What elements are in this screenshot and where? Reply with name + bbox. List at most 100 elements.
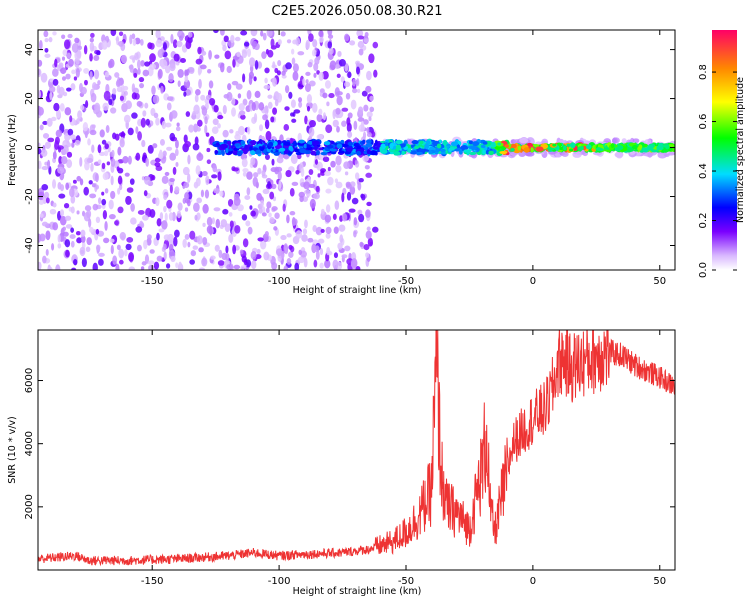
heat-cell bbox=[230, 34, 235, 44]
heat-cell bbox=[89, 37, 94, 43]
heat-cell bbox=[180, 57, 186, 63]
heat-cell bbox=[281, 70, 286, 76]
heat-cell bbox=[357, 40, 365, 49]
heat-cell bbox=[187, 31, 193, 38]
heat-cell bbox=[320, 228, 325, 234]
heat-cell bbox=[311, 49, 317, 57]
heat-cell bbox=[389, 142, 395, 149]
heat-cell bbox=[105, 125, 110, 134]
heat-cell bbox=[145, 118, 150, 126]
heat-cell bbox=[241, 214, 248, 221]
heat-cell bbox=[88, 218, 92, 228]
heat-cell bbox=[197, 66, 202, 76]
x-tick-label: 0 bbox=[530, 576, 536, 587]
heat-cell bbox=[318, 71, 324, 81]
heat-cell bbox=[140, 39, 144, 46]
heat-cell bbox=[58, 62, 64, 69]
heat-cell bbox=[136, 59, 141, 70]
heat-cell bbox=[281, 250, 285, 259]
heat-cell bbox=[362, 119, 369, 125]
heat-cell bbox=[307, 237, 314, 243]
heat-cell bbox=[137, 210, 145, 215]
heat-cell bbox=[71, 267, 77, 270]
heat-cell bbox=[264, 77, 268, 84]
heat-cell bbox=[316, 70, 320, 75]
heat-cell bbox=[169, 63, 176, 72]
heat-cell bbox=[108, 199, 114, 210]
heat-cell bbox=[194, 94, 199, 103]
heat-cell bbox=[246, 171, 253, 180]
heat-cell bbox=[97, 144, 102, 154]
heat-cell bbox=[320, 168, 327, 174]
heat-cell bbox=[101, 191, 105, 196]
heat-cell bbox=[158, 228, 165, 233]
heat-cell bbox=[325, 232, 331, 239]
heat-cell bbox=[274, 212, 280, 219]
heat-cell bbox=[52, 31, 57, 36]
heat-cell bbox=[326, 246, 331, 256]
heat-cell bbox=[320, 208, 325, 215]
heat-cell bbox=[401, 150, 405, 156]
heat-cell bbox=[262, 114, 268, 121]
heat-cell bbox=[274, 98, 279, 107]
heat-cell bbox=[53, 102, 60, 112]
heat-cell bbox=[86, 157, 94, 164]
heat-cell bbox=[55, 109, 61, 119]
heat-cell bbox=[393, 145, 397, 150]
heat-cell bbox=[480, 144, 486, 149]
heat-cell bbox=[216, 142, 220, 146]
heat-cell bbox=[182, 166, 190, 176]
x-tick-label: -50 bbox=[398, 576, 414, 587]
heat-cell bbox=[95, 184, 99, 190]
heat-cell bbox=[68, 58, 74, 67]
heat-cell bbox=[313, 145, 318, 152]
heat-cell bbox=[118, 132, 126, 137]
heat-cell bbox=[260, 30, 264, 37]
heat-cell bbox=[468, 140, 473, 145]
heat-cell bbox=[298, 97, 303, 103]
heat-cell bbox=[192, 143, 200, 151]
heat-cell bbox=[305, 71, 311, 76]
heat-cell bbox=[132, 56, 136, 63]
y-tick-label: 20 bbox=[24, 92, 35, 105]
heat-cell bbox=[306, 144, 311, 148]
heat-cell bbox=[131, 112, 138, 119]
heat-cell bbox=[359, 241, 364, 247]
heat-cell bbox=[157, 49, 164, 59]
heat-cell bbox=[88, 180, 93, 185]
heat-cell bbox=[356, 88, 361, 94]
heat-cell bbox=[64, 107, 72, 116]
heat-cell bbox=[251, 147, 259, 151]
heat-cell bbox=[192, 110, 196, 116]
heat-cell bbox=[44, 37, 49, 43]
heat-cell bbox=[256, 248, 261, 255]
heat-cell bbox=[142, 69, 150, 77]
heat-cell bbox=[489, 142, 497, 148]
x-tick-label: -50 bbox=[398, 276, 414, 287]
heat-cell bbox=[226, 65, 232, 74]
heat-cell bbox=[337, 242, 343, 250]
heat-cell bbox=[67, 33, 73, 39]
heat-cell bbox=[612, 138, 617, 144]
heat-cell bbox=[227, 198, 234, 207]
y-tick-label: 40 bbox=[24, 43, 35, 56]
heat-cell bbox=[142, 214, 149, 221]
heat-cell bbox=[131, 33, 136, 40]
heat-cell bbox=[225, 245, 229, 254]
heat-cell bbox=[615, 150, 624, 159]
heat-cell bbox=[103, 237, 110, 244]
heat-cell bbox=[340, 139, 345, 144]
heat-cell bbox=[363, 150, 368, 155]
heat-cell bbox=[221, 150, 225, 156]
heat-cell bbox=[156, 232, 160, 241]
heat-cell bbox=[97, 159, 102, 164]
y-tick-label: -40 bbox=[24, 237, 35, 253]
heat-cell bbox=[273, 226, 278, 231]
heat-cell bbox=[344, 33, 350, 42]
spectrogram-panel: -150 -100 -50 0 50 -40 -20 0 20 40 Height of str… bbox=[7, 29, 676, 296]
snr-y-axis-label: SNR (10 * v/v) bbox=[7, 416, 18, 484]
heat-cell bbox=[266, 201, 272, 209]
heat-cell bbox=[168, 72, 174, 83]
heat-cell bbox=[318, 36, 324, 43]
heat-cell bbox=[209, 226, 213, 236]
